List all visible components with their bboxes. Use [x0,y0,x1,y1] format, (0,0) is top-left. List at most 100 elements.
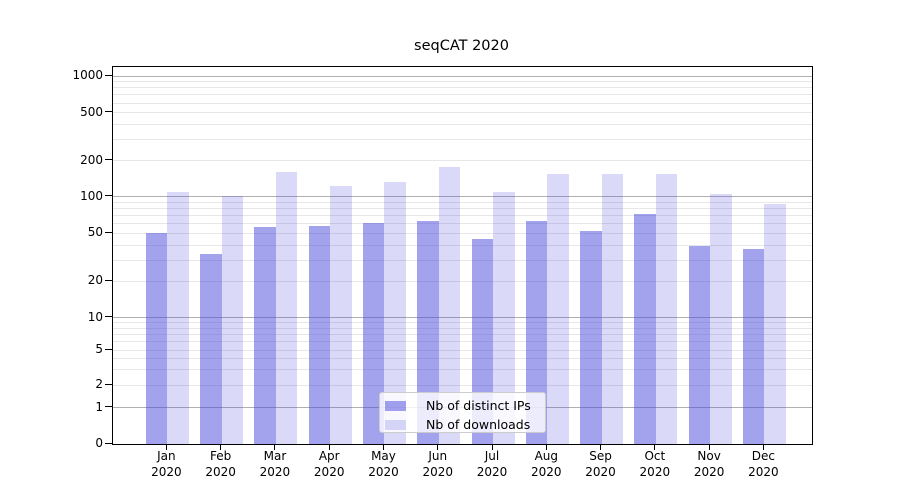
y-tick-label: 500 [80,104,103,119]
legend: Nb of distinct IPs Nb of downloads [379,392,546,433]
bar-distinct-ips-nov [688,246,711,444]
bar-downloads-may [384,181,406,444]
x-tick-label-jan: Jan 2020 [151,449,182,479]
x-tick-label-aug: Aug 2020 [531,449,562,479]
gridline-minor [113,123,812,125]
x-tick-label-dec: Dec 2020 [748,449,779,479]
gridline-minor [113,81,812,83]
x-tick-label-apr: Apr 2020 [313,449,345,479]
y-tick-mark [105,231,112,233]
bar-distinct-ips-mar [254,227,276,444]
bar-downloads-feb [221,196,244,444]
gridline-minor [113,138,812,140]
x-tick-mark [382,444,384,450]
bar-downloads-aug [547,174,569,444]
gridline-major [113,75,812,77]
gridline-major [113,112,812,114]
y-tick-label: 50 [87,225,103,240]
y-tick-mark [105,74,112,76]
gridline-minor [113,102,812,104]
legend-label-downloads: Nb of downloads [426,417,531,432]
bar-downloads-sep [601,174,624,444]
x-tick-label-oct: Oct 2020 [639,449,671,479]
gridline-minor [113,322,812,324]
bar-distinct-ips-jan [145,233,168,444]
y-tick-mark [105,348,112,350]
x-tick-mark [328,444,330,450]
x-tick-mark [545,444,547,450]
gridline-minor [113,327,812,329]
y-tick-mark [105,159,112,161]
gridline-minor [113,87,812,89]
x-tick-mark [600,444,602,450]
x-tick-label-nov: Nov 2020 [693,449,725,479]
x-tick-label-feb: Feb 2020 [205,449,236,479]
gridline-major [113,317,812,319]
bar-downloads-dec [764,204,786,444]
y-tick-label: 200 [80,152,103,167]
gridline-minor [113,333,812,335]
x-tick-mark [762,444,764,450]
x-tick-mark [491,444,493,450]
x-tick-label-sep: Sep 2020 [585,449,616,479]
x-tick-label-jun: Jun 2020 [422,449,454,479]
y-tick-mark [105,383,112,385]
y-tick-mark [105,406,112,408]
bars-layer [113,67,812,444]
legend-item-downloads: Nb of downloads [385,416,545,434]
bar-downloads-nov [710,193,732,444]
gridline-minor [113,202,812,204]
plot-area: Nb of distinct IPs Nb of downloads [112,66,813,445]
x-tick-mark [220,444,222,450]
gridline-major [113,232,812,234]
y-tick-mark [105,111,112,113]
legend-item-distinct-ips: Nb of distinct IPs [385,397,545,415]
legend-swatch-distinct-ips [385,401,406,411]
bar-distinct-ips-feb [200,253,222,444]
gridline-minor [113,259,812,261]
gridline-minor [113,223,812,225]
bar-downloads-oct [655,174,678,444]
x-tick-mark [708,444,710,450]
x-tick-mark [165,444,167,450]
bar-distinct-ips-jun [417,221,439,444]
bar-downloads-jan [167,191,189,444]
bar-downloads-jun [438,166,461,444]
gridline-major [113,196,812,198]
y-tick-mark [105,442,112,444]
gridline-minor [113,341,812,342]
x-tick-label-jul: Jul 2020 [476,449,508,479]
y-tick-label: 100 [80,188,103,203]
bar-distinct-ips-may [362,222,385,444]
x-tick-label-may: May 2020 [368,449,399,479]
y-tick-label: 20 [87,273,103,288]
gridline-minor [113,208,812,210]
legend-swatch-downloads [385,420,406,430]
y-tick-label: 1000 [72,68,103,83]
gridline-major [113,280,812,282]
bar-downloads-mar [275,172,298,444]
bar-distinct-ips-dec [742,249,765,444]
bar-downloads-jul [493,191,515,444]
x-tick-mark [437,444,439,450]
bar-distinct-ips-oct [634,213,656,444]
gridline-minor [113,94,812,96]
x-tick-mark [274,444,276,450]
gridline-major [113,349,812,351]
y-tick-label: 0 [95,436,103,450]
gridline-major [113,384,812,386]
gridline-minor [113,215,812,217]
bar-distinct-ips-sep [580,231,602,444]
y-tick-mark [105,195,112,197]
legend-label-distinct-ips: Nb of distinct IPs [426,398,531,413]
y-tick-mark [105,316,112,318]
x-tick-label-mar: Mar 2020 [259,449,291,479]
y-tick-label: 1 [95,399,103,414]
y-tick-label: 10 [87,309,103,324]
x-tick-mark [654,444,656,450]
gridline-minor [113,358,812,360]
gridline-minor [113,369,812,371]
bar-distinct-ips-aug [525,221,548,444]
gridline-minor [113,244,812,246]
gridline-major [113,160,812,162]
